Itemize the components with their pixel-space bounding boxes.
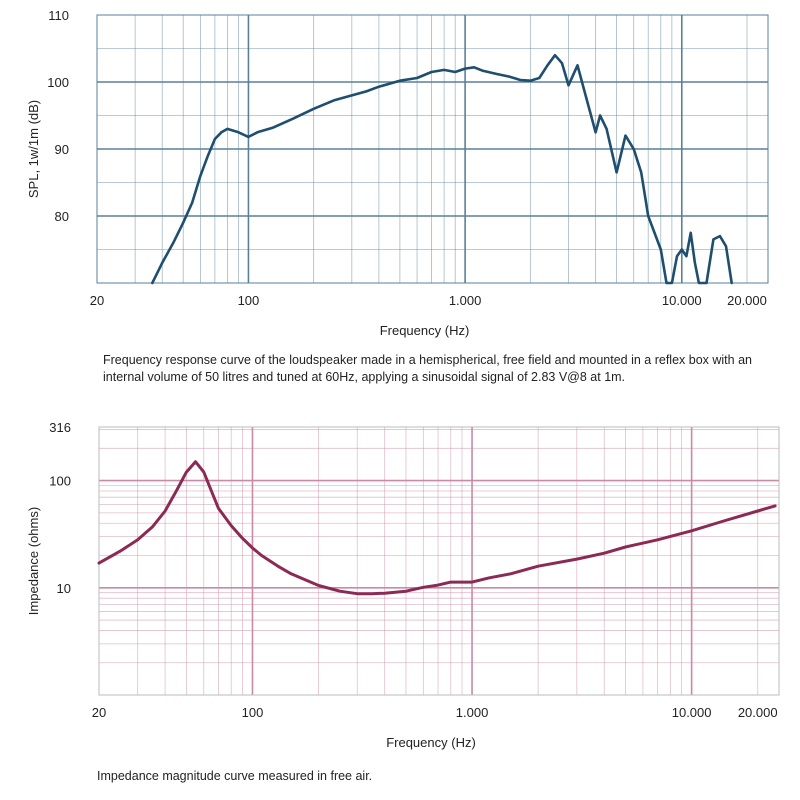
spl-x-axis-label: Frequency (Hz)	[380, 323, 470, 338]
x-tick-label: 20	[90, 293, 104, 308]
y-tick-label: 110	[48, 8, 69, 23]
x-tick-label: 20.000	[727, 293, 767, 308]
x-tick-label: 10.000	[672, 705, 712, 720]
impedance-x-tick-labels: 20 100 1.000 10.000 20.000	[92, 705, 778, 720]
impedance-series-line	[97, 460, 777, 596]
x-tick-label: 20.000	[738, 705, 778, 720]
spl-y-axis-label: SPL, 1w/1m (dB)	[26, 100, 41, 198]
spl-series-line	[151, 53, 733, 285]
x-tick-label: 100	[242, 705, 264, 720]
y-tick-label: 100	[47, 75, 69, 90]
impedance-plot-frame	[98, 426, 780, 696]
spl-grid	[97, 15, 768, 283]
y-tick-label: 10	[57, 581, 71, 596]
y-tick-label: 80	[55, 209, 69, 224]
y-tick-label: 100	[49, 474, 71, 489]
impedance-y-tick-labels: 10 100 316	[49, 420, 71, 596]
x-tick-label: 10.000	[662, 293, 702, 308]
impedance-grid	[99, 427, 779, 695]
impedance-chart: 20 100 1.000 10.000 20.000 10 100 316 Frequenc…	[26, 420, 780, 750]
spl-y-tick-labels: 80 90 100 110	[47, 8, 69, 224]
x-tick-label: 1.000	[456, 705, 489, 720]
y-tick-label: 90	[55, 142, 69, 157]
impedance-x-axis-label: Frequency (Hz)	[386, 735, 476, 750]
x-tick-label: 1.000	[449, 293, 482, 308]
impedance-y-axis-label: Impedance (ohms)	[26, 507, 41, 615]
spl-x-tick-labels: 20 100 1.000 10.000 20.000	[90, 293, 767, 308]
y-tick-label: 316	[49, 420, 71, 435]
spl-chart: 20 100 1.000 10.000 20.000 80 90 100 110 Freque…	[26, 8, 769, 338]
spl-plot-frame	[96, 14, 769, 284]
impedance-caption: Impedance magnitude curve measured in fr…	[97, 769, 373, 783]
x-tick-label: 20	[92, 705, 106, 720]
x-tick-label: 100	[238, 293, 260, 308]
spl-caption: Frequency response curve of the loudspea…	[103, 353, 752, 384]
